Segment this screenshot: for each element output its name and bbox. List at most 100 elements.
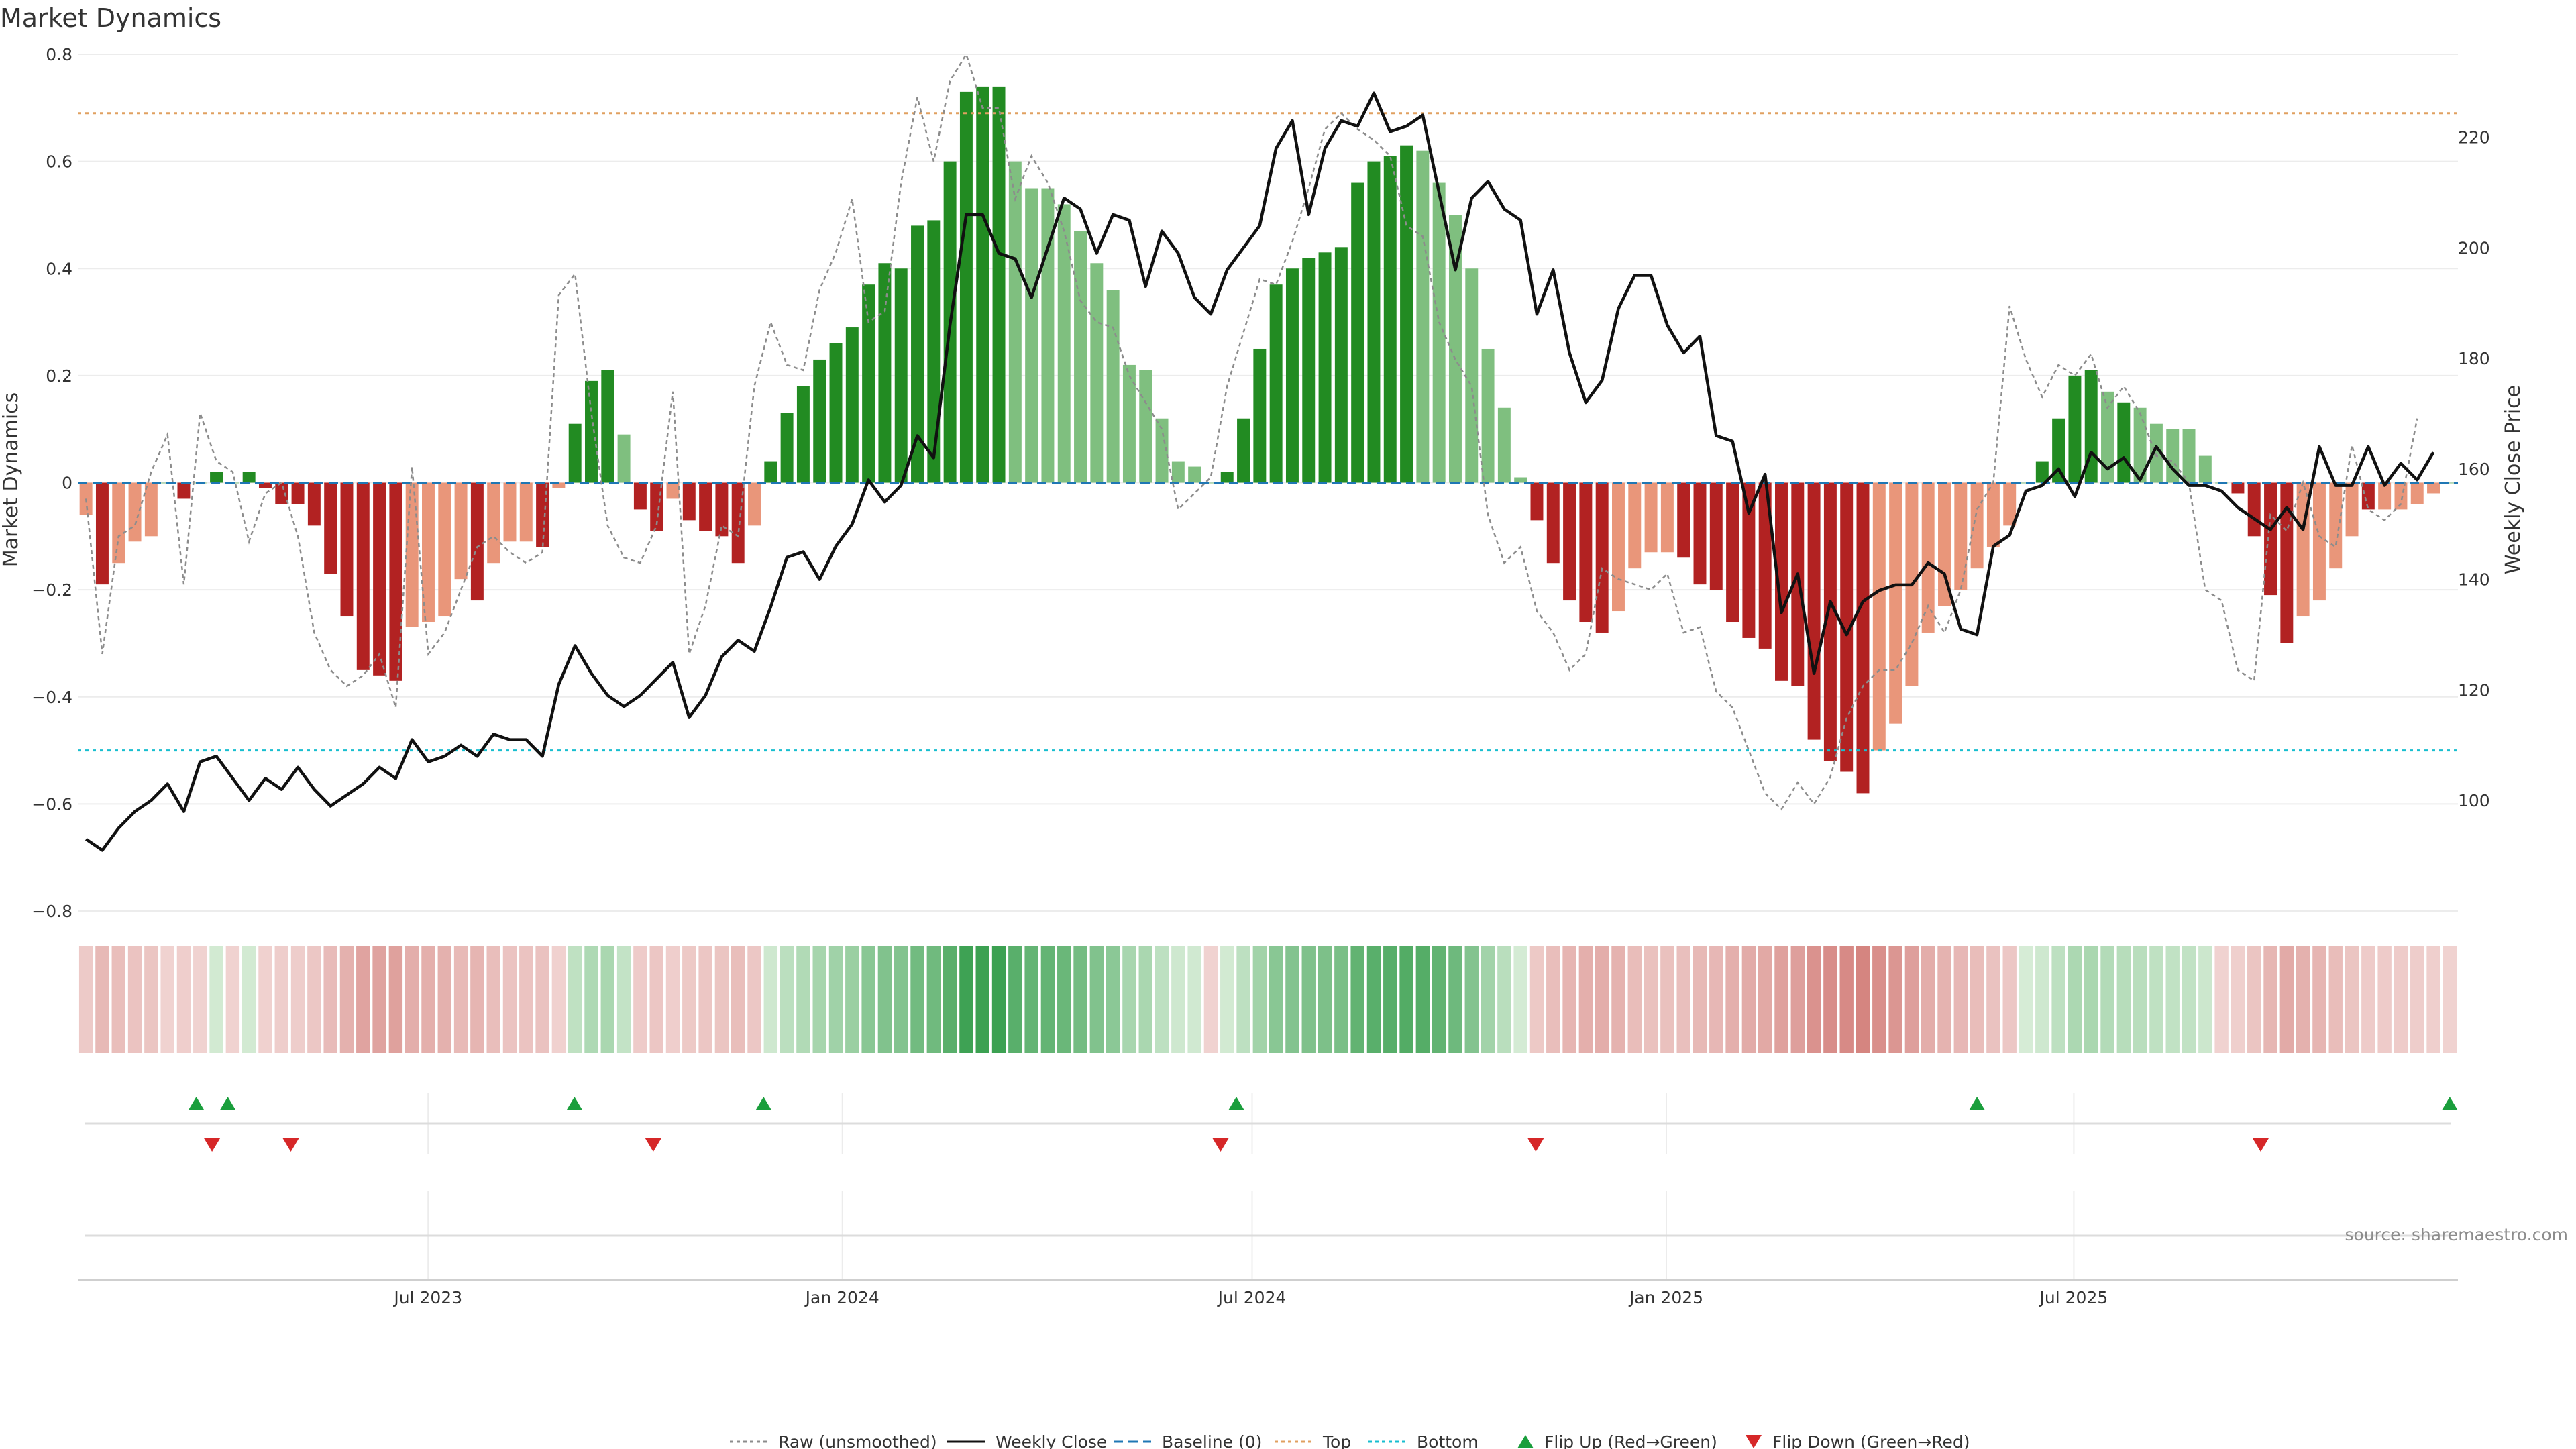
dynamics-bar — [2149, 423, 2163, 483]
regime-cell — [1823, 946, 1837, 1053]
regime-cell — [2263, 946, 2277, 1053]
regime-cell — [812, 946, 826, 1053]
raw-series-line — [85, 52, 2418, 811]
legend-label: Weekly Close — [996, 1432, 1107, 1449]
left-tick-label: −0.6 — [32, 794, 72, 814]
regime-cell — [1220, 946, 1234, 1053]
regime-cell — [1448, 946, 1462, 1053]
dynamics-bar — [1921, 482, 1935, 633]
dynamics-bar — [324, 482, 337, 574]
dynamics-bar — [1514, 477, 1527, 483]
flip-up-marker — [219, 1097, 236, 1110]
dynamics-bar — [1807, 482, 1821, 740]
dynamics-bar — [422, 482, 435, 623]
regime-cell — [763, 946, 778, 1053]
dynamics-bar — [1840, 482, 1854, 772]
regime-cell — [2133, 946, 2147, 1053]
regime-strip — [78, 946, 2457, 1053]
dynamics-bar — [503, 482, 517, 542]
regime-cell — [2084, 946, 2098, 1053]
dynamics-bar — [1188, 466, 1201, 483]
dynamics-bar — [1938, 482, 1951, 606]
regime-cell — [1024, 946, 1038, 1053]
regime-cell — [1627, 946, 1642, 1053]
regime-cell — [1611, 946, 1625, 1053]
dynamics-bar — [1628, 482, 1642, 569]
right-tick-label: 180 — [2458, 349, 2490, 368]
dynamics-bar — [1612, 482, 1625, 612]
regime-cell — [356, 946, 370, 1053]
regime-cell — [421, 946, 435, 1053]
regime-cell — [1236, 946, 1250, 1053]
regime-cell — [1921, 946, 1935, 1053]
regime-cell — [2443, 946, 2457, 1053]
regime-cell — [1937, 946, 1951, 1053]
legend-label: Raw (unsmoothed) — [778, 1432, 937, 1449]
dynamics-bar — [454, 482, 468, 580]
regime-cell — [2247, 946, 2261, 1053]
regime-cell — [731, 946, 745, 1053]
regime-cell — [1432, 946, 1446, 1053]
regime-cell — [111, 946, 125, 1053]
regime-cell — [1986, 946, 2000, 1053]
dynamics-bar — [405, 482, 419, 627]
regime-cell — [1057, 946, 1071, 1053]
regime-cell — [1399, 946, 1413, 1053]
regime-cell — [877, 946, 892, 1053]
dynamics-bar — [911, 225, 924, 483]
dynamics-bar — [2003, 482, 2017, 526]
regime-cell — [2410, 946, 2424, 1053]
regime-cell — [1269, 946, 1283, 1053]
dynamics-bar — [585, 380, 598, 483]
left-tick-label: 0.6 — [46, 152, 72, 172]
regime-cell — [388, 946, 403, 1053]
dynamics-bar — [1318, 252, 1332, 483]
regime-cell — [1513, 946, 1527, 1053]
dynamics-bar — [1253, 348, 1267, 483]
dynamics-bar — [1889, 482, 1902, 724]
regime-cell — [943, 946, 957, 1053]
weekly-close-line — [85, 91, 2435, 852]
dynamics-bar — [1155, 418, 1169, 483]
source-note: source: sharemaestro.com — [2345, 1225, 2569, 1244]
regime-cell — [780, 946, 794, 1053]
regime-cell — [209, 946, 223, 1053]
regime-cell — [1578, 946, 1593, 1053]
dynamics-bar — [258, 482, 272, 488]
regime-cell — [1529, 946, 1544, 1053]
dynamics-bar — [992, 86, 1006, 483]
regime-cell — [1970, 946, 1984, 1053]
dynamics-bar — [1383, 156, 1397, 483]
regime-cell — [1790, 946, 1805, 1053]
regime-cell — [714, 946, 729, 1053]
dynamics-bar — [2394, 482, 2408, 510]
chart-title: Market Dynamics — [0, 3, 221, 33]
dynamics-bar — [2117, 402, 2131, 483]
dynamics-bar — [2280, 482, 2294, 643]
regime-cell — [1138, 946, 1152, 1053]
regime-cell — [1644, 946, 1658, 1053]
regime-cell — [1872, 946, 1886, 1053]
left-tick-label: 0.8 — [46, 45, 72, 64]
dynamics-bar — [1497, 407, 1511, 483]
dynamics-bar — [568, 423, 582, 483]
dynamics-bar — [1791, 482, 1805, 686]
dynamics-bar — [1954, 482, 1968, 590]
legend-label: Baseline (0) — [1162, 1432, 1262, 1449]
regime-cell — [2312, 946, 2326, 1053]
dynamics-bar — [242, 472, 256, 483]
regime-cell — [665, 946, 680, 1053]
dynamics-bar — [275, 482, 288, 504]
regime-cell — [910, 946, 924, 1053]
dynamics-bar — [2101, 391, 2114, 483]
dynamics-bar — [1269, 284, 1283, 483]
dynamics-bar — [2166, 429, 2180, 483]
right-tick-label: 220 — [2458, 128, 2490, 148]
regime-cell — [274, 946, 288, 1053]
regime-cell — [2214, 946, 2229, 1053]
regime-cell — [2051, 946, 2065, 1053]
dynamics-bar — [1285, 268, 1299, 483]
dynamics-bar — [715, 482, 729, 537]
regime-cell — [2165, 946, 2180, 1053]
